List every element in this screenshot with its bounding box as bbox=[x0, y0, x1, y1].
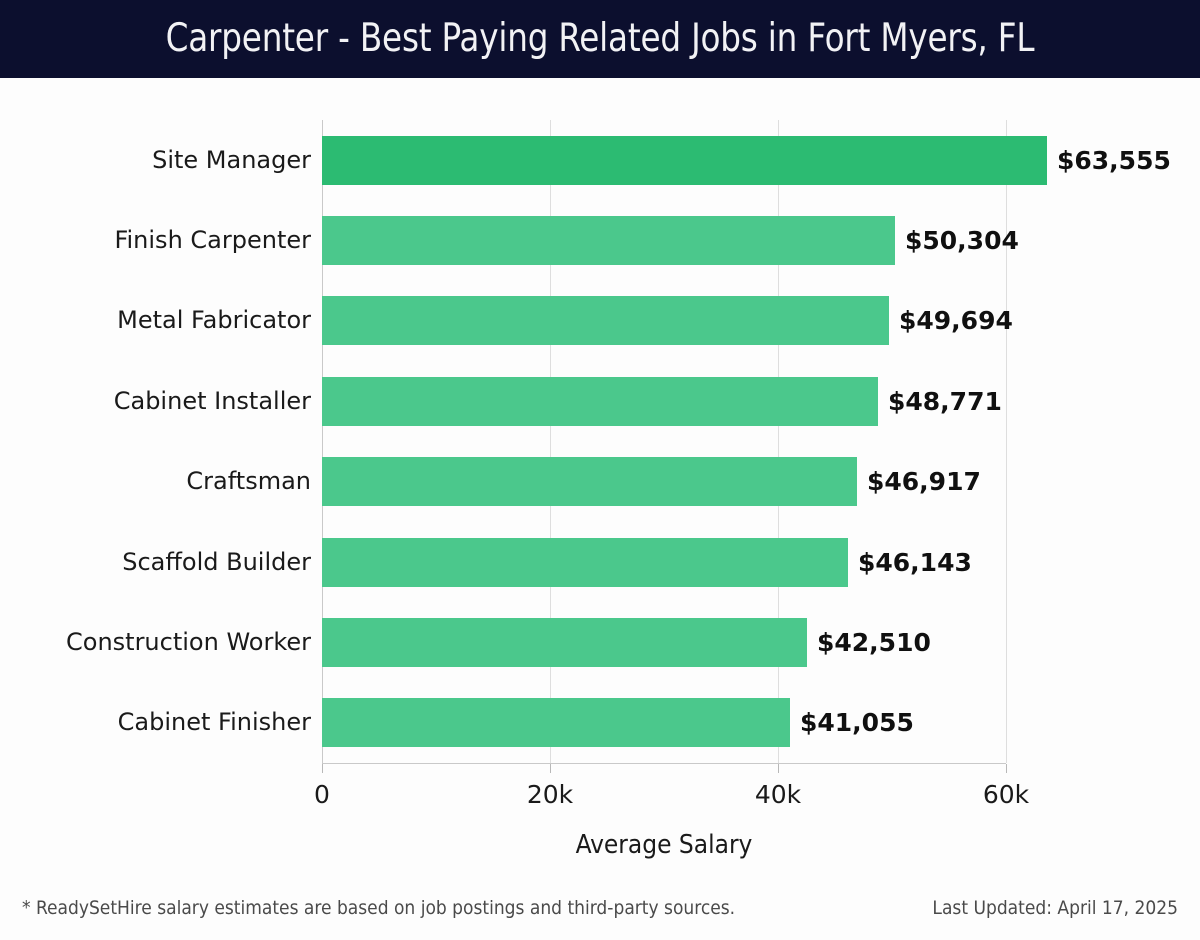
bar[interactable] bbox=[322, 377, 878, 426]
bar-row: Craftsman $46,917 bbox=[0, 457, 1200, 506]
bar[interactable] bbox=[322, 457, 857, 506]
bar-row: Cabinet Installer $48,771 bbox=[0, 377, 1200, 426]
category-label: Cabinet Finisher bbox=[117, 708, 311, 736]
x-tick-mark bbox=[1006, 764, 1007, 773]
header-bar bbox=[0, 0, 1200, 78]
x-tick-label: 60k bbox=[982, 780, 1030, 809]
category-label: Cabinet Installer bbox=[113, 387, 311, 415]
bar-value-label: $41,055 bbox=[800, 708, 914, 737]
category-label: Scaffold Builder bbox=[122, 548, 311, 576]
bar-row: Scaffold Builder $46,143 bbox=[0, 538, 1200, 587]
gridline bbox=[1006, 120, 1007, 763]
category-label: Construction Worker bbox=[66, 628, 311, 656]
page-title: Carpenter - Best Paying Related Jobs in … bbox=[165, 16, 1035, 61]
bar-value-label: $50,304 bbox=[905, 226, 1019, 255]
x-tick-label: 40k bbox=[754, 780, 802, 809]
x-axis-title: Average Salary bbox=[575, 830, 753, 860]
bar-value-label: $42,510 bbox=[817, 628, 931, 657]
category-label: Craftsman bbox=[186, 467, 311, 495]
bar[interactable] bbox=[322, 136, 1047, 185]
bar[interactable] bbox=[322, 216, 895, 265]
bar-value-label: $49,694 bbox=[899, 306, 1013, 335]
category-label: Metal Fabricator bbox=[117, 306, 311, 334]
x-tick-mark bbox=[550, 764, 551, 773]
bar-value-label: $46,917 bbox=[867, 467, 981, 496]
bar-row: Metal Fabricator $49,694 bbox=[0, 296, 1200, 345]
bar[interactable] bbox=[322, 618, 807, 667]
bar-value-label: $48,771 bbox=[888, 387, 1002, 416]
footer-disclaimer: * ReadySetHire salary estimates are base… bbox=[22, 897, 736, 919]
bar[interactable] bbox=[322, 296, 889, 345]
bar-row: Cabinet Finisher $41,055 bbox=[0, 698, 1200, 747]
x-tick-mark bbox=[778, 764, 779, 773]
bar-row: Finish Carpenter $50,304 bbox=[0, 216, 1200, 265]
bar[interactable] bbox=[322, 698, 790, 747]
bar-value-label: $63,555 bbox=[1057, 146, 1171, 175]
bar-value-label: $46,143 bbox=[858, 548, 972, 577]
bar[interactable] bbox=[322, 538, 848, 587]
x-tick-label: 0 bbox=[314, 780, 330, 809]
x-axis-line bbox=[322, 763, 1006, 764]
gridline bbox=[778, 120, 779, 763]
y-axis-line bbox=[322, 120, 323, 764]
category-label: Finish Carpenter bbox=[114, 226, 311, 254]
category-label: Site Manager bbox=[152, 146, 311, 174]
footer-last-updated: Last Updated: April 17, 2025 bbox=[932, 897, 1178, 919]
bar-row: Site Manager $63,555 bbox=[0, 136, 1200, 185]
bar-row: Construction Worker $42,510 bbox=[0, 618, 1200, 667]
x-tick-label: 20k bbox=[526, 780, 574, 809]
plot-area bbox=[322, 120, 1007, 763]
gridline bbox=[550, 120, 551, 763]
x-tick-mark bbox=[322, 764, 323, 773]
